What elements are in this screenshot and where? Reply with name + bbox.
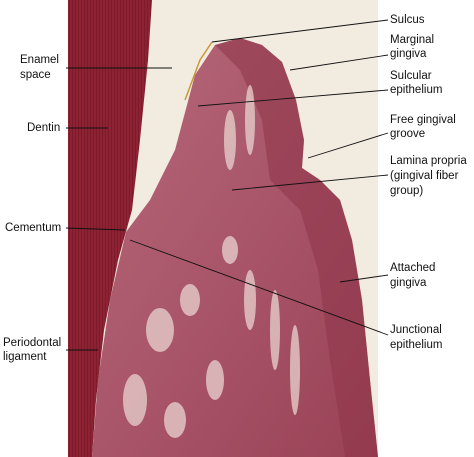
label-line: Enamel [20,54,59,66]
label-line: groove [390,128,425,140]
sulcus-line [184,41,213,101]
label-line: Periodontal [3,337,61,349]
left-labels: Enamel space Dentin Cementum Periodontal… [3,54,61,363]
label-line: ligament [3,351,47,363]
epithelium [215,38,378,457]
label-line: Lamina propria [390,155,467,167]
label-line: Junctional [390,324,442,336]
label-line: space [20,69,51,81]
label-line: Cementum [5,222,61,234]
label-line: gingiva [390,277,427,289]
micrograph [68,0,378,457]
label-line: Marginal [390,34,434,46]
label-line: Free gingival [390,114,456,126]
label-line: epithelium [390,84,442,96]
label-line: Sulcus [390,14,425,26]
label-line: Sulcular [390,70,432,82]
dentin [68,0,152,457]
label-line: group) [390,185,423,197]
label-line: gingiva [390,48,427,60]
right-labels: Sulcus Marginal gingiva Sulcular epithel… [390,14,467,351]
label-line: Attached [390,262,435,274]
leader-lines [65,19,389,351]
label-line: Dentin [27,122,60,134]
connective-tissue [123,85,300,438]
label-line: epithelium [390,339,442,351]
label-line: (gingival fiber [390,170,459,182]
